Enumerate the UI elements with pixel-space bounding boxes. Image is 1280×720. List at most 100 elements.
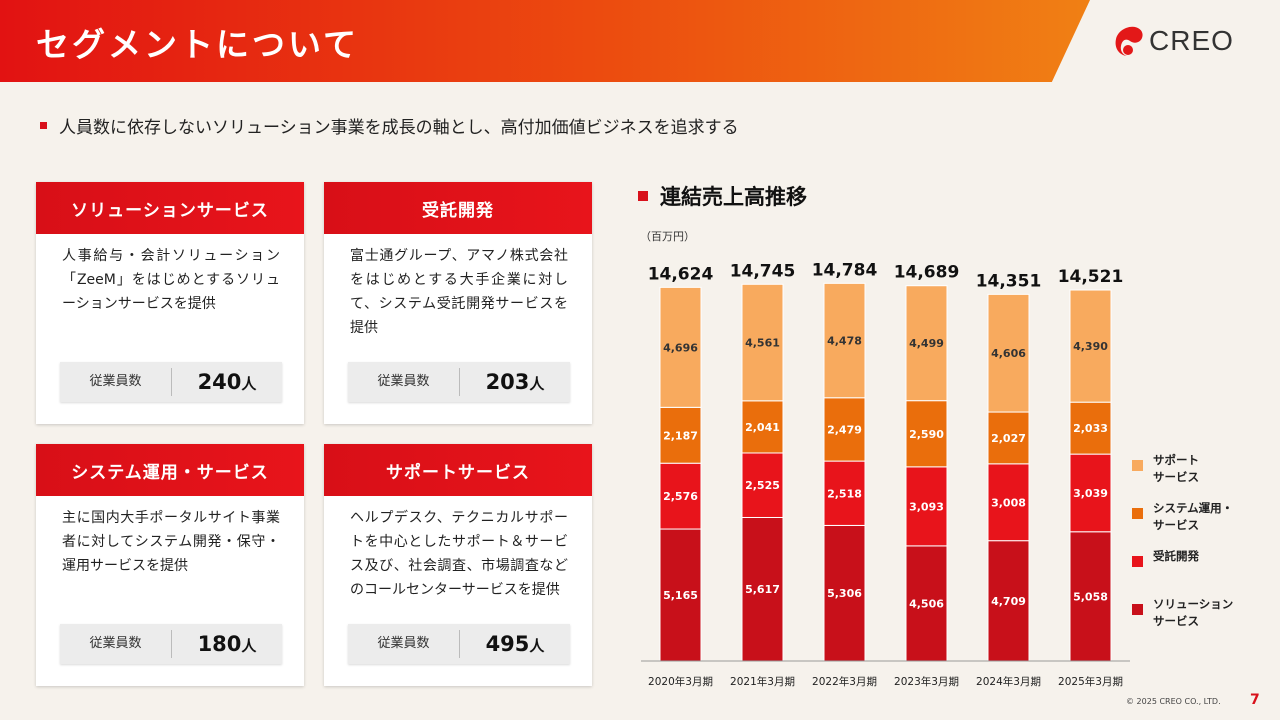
bar-segment: [1069, 289, 1112, 403]
total-label: 14,351: [976, 271, 1042, 291]
chart-unit-label: （百万円）: [640, 230, 695, 243]
page-title: セグメントについて: [36, 25, 360, 64]
employee-count: 495人: [460, 632, 570, 656]
employee-unit: 人: [529, 637, 545, 655]
company-logo: CREO: [1114, 24, 1234, 58]
employee-count-box: 従業員数 203人: [348, 362, 570, 402]
employee-count-value: 180: [197, 632, 242, 656]
segment-description: 主に国内大手ポータルサイト事業者に対してシステム開発・保守・運用サービスを提供: [62, 510, 280, 574]
data-label: 5,617: [745, 583, 780, 596]
segment-title: システム運用・サービス: [36, 444, 304, 496]
legend-swatch: [1132, 556, 1143, 567]
data-label: 3,093: [909, 500, 944, 513]
legend-label: システム運用・ サービス: [1153, 501, 1234, 532]
segment-title: 受託開発: [324, 182, 592, 234]
bar-segment: [1069, 453, 1112, 533]
employee-unit: 人: [529, 375, 545, 393]
chart-title: 連結売上高推移: [660, 185, 807, 209]
header: セグメントについて CREO: [0, 0, 1280, 82]
total-label: 14,624: [648, 264, 714, 284]
data-label: 3,008: [991, 496, 1026, 509]
data-label: 3,039: [1073, 487, 1108, 500]
employee-unit: 人: [241, 637, 257, 655]
x-tick-label: 2020年3月期: [648, 675, 713, 688]
total-label: 14,689: [894, 263, 960, 283]
data-label: 2,033: [1073, 422, 1108, 435]
segment-card-system-ops: システム運用・サービス 主に国内大手ポータルサイト事業者に対してシステム開発・保…: [36, 444, 304, 686]
data-label: 4,709: [991, 595, 1026, 608]
bar-segment: [987, 463, 1030, 542]
legend-swatch: [1132, 460, 1143, 471]
bar-segment: [987, 293, 1030, 413]
bar-segment: [1069, 531, 1112, 662]
segment-title: ソリューションサービス: [36, 182, 304, 234]
employee-label: 従業員数: [60, 368, 172, 396]
data-label: 4,499: [909, 337, 944, 350]
data-label: 2,525: [745, 479, 780, 492]
data-label: 5,165: [663, 589, 698, 602]
data-label: 4,478: [827, 335, 862, 348]
legend-item: ソリューション サービス: [1132, 596, 1262, 644]
employee-count-value: 203: [485, 370, 530, 394]
page-number: 7: [1250, 692, 1260, 708]
data-label: 5,306: [827, 587, 862, 600]
total-label: 14,521: [1058, 267, 1124, 287]
segment-card-contract-dev: 受託開発 富士通グループ、アマノ株式会社をはじめとする大手企業に対して、システム…: [324, 182, 592, 424]
total-label: 14,784: [812, 260, 878, 280]
x-tick-label: 2022年3月期: [812, 675, 877, 688]
x-tick-label: 2023年3月期: [894, 675, 959, 688]
x-tick-label: 2024年3月期: [976, 675, 1041, 688]
employee-label: 従業員数: [348, 630, 460, 658]
copyright: © 2025 CREO CO., LTD.: [1126, 697, 1221, 706]
legend-swatch: [1132, 508, 1143, 519]
data-label: 2,518: [827, 487, 862, 500]
bar-segment: [905, 466, 948, 547]
bar-segment: [741, 452, 784, 518]
legend-item: 受託開発: [1132, 548, 1262, 596]
x-tick-label: 2025年3月期: [1058, 675, 1123, 688]
segment-card-support: サポートサービス ヘルプデスク、テクニカルサポートを中心としたサポート＆サービス…: [324, 444, 592, 686]
bar-segment: [823, 460, 866, 526]
data-label: 2,479: [827, 423, 862, 436]
lead-text: 人員数に依存しないソリューション事業を成長の軸とし、高付加価値ビジネスを追求する: [59, 118, 739, 138]
data-label: 2,590: [909, 428, 944, 441]
employee-count-value: 495: [485, 632, 530, 656]
data-label: 2,187: [663, 429, 698, 442]
chart-legend: サポート サービスシステム運用・ サービス受託開発ソリューション サービス: [1132, 452, 1262, 644]
lead-statement: 人員数に依存しないソリューション事業を成長の軸とし、高付加価値ビジネスを追求する: [40, 113, 739, 138]
employee-count-value: 240: [197, 370, 242, 394]
data-label: 4,390: [1073, 340, 1108, 353]
data-label: 2,576: [663, 490, 698, 503]
employee-count-box: 従業員数 240人: [60, 362, 282, 402]
bar-segment: [741, 283, 784, 402]
legend-label: 受託開発: [1153, 549, 1199, 563]
bar-segment: [659, 286, 702, 408]
employee-label: 従業員数: [348, 368, 460, 396]
header-band: [0, 0, 1090, 82]
segment-card-solution: ソリューションサービス 人事給与・会計ソリューション「ZeeM」をはじめとするソ…: [36, 182, 304, 424]
bar-segment: [987, 411, 1030, 465]
bullet-icon: [638, 191, 648, 201]
employee-count: 180人: [172, 632, 282, 656]
bar-segment: [905, 285, 948, 402]
data-label: 4,606: [991, 347, 1026, 360]
bar-segment: [1069, 401, 1112, 455]
data-label: 4,506: [909, 597, 944, 610]
legend-label: サポート サービス: [1153, 453, 1199, 484]
data-label: 5,058: [1073, 590, 1108, 603]
logo-text: CREO: [1149, 25, 1234, 56]
segment-description: ヘルプデスク、テクニカルサポートを中心としたサポート＆サービス及び、社会調査、市…: [350, 510, 568, 598]
segment-description: 人事給与・会計ソリューション「ZeeM」をはじめとするソリューションサービスを提…: [62, 248, 280, 312]
employee-unit: 人: [241, 375, 257, 393]
data-label: 2,027: [991, 432, 1026, 445]
legend-item: システム運用・ サービス: [1132, 500, 1262, 548]
data-label: 2,041: [745, 421, 780, 434]
employee-count: 203人: [460, 370, 570, 394]
bar-segment: [905, 545, 948, 662]
legend-label: ソリューション サービス: [1153, 597, 1234, 628]
chart-title-group: 連結売上高推移: [638, 181, 807, 211]
legend-swatch: [1132, 604, 1143, 615]
segment-description: 富士通グループ、アマノ株式会社をはじめとする大手企業に対して、システム受託開発サ…: [350, 248, 568, 336]
employee-count-box: 従業員数 495人: [348, 624, 570, 664]
bullet-icon: [40, 122, 47, 129]
